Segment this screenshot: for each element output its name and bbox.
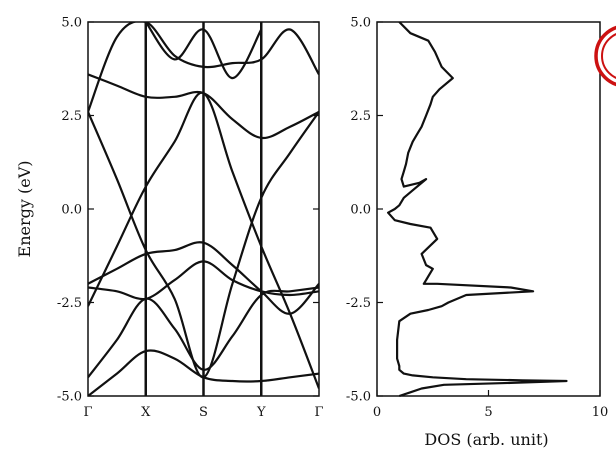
x-tick-label: 10 [592, 405, 609, 420]
y-tick-label: 5.0 [61, 16, 82, 31]
y-tick-label: -5.0 [57, 390, 82, 405]
circle-badge [594, 25, 616, 87]
dos-y-ticks: 5.0 2.5 0.0 -2.5 -5.0 [346, 16, 383, 405]
x-axis-label: DOS (arb. unit) [424, 430, 548, 449]
y-tick-label: 2.5 [61, 109, 82, 124]
band-line [88, 241, 319, 315]
y-tick-label: 5.0 [350, 16, 371, 31]
badge-outer-ring [594, 25, 616, 87]
k-point-label: Γ [314, 405, 323, 420]
y-tick-label: -2.5 [346, 296, 371, 311]
band-line [88, 111, 319, 379]
y-tick-label: 0.0 [61, 203, 82, 218]
band-line [88, 73, 319, 140]
dos-x-ticks: 0 5 10 [373, 390, 608, 420]
k-point-label: Γ [83, 405, 92, 420]
x-tick-label: 5 [484, 405, 492, 420]
band-line [88, 22, 319, 113]
y-axis-label: Energy (eV) [15, 161, 34, 258]
band-line [144, 22, 263, 80]
dos-line [387, 21, 568, 398]
y-tick-label: 0.0 [350, 203, 371, 218]
y-tick-label: -2.5 [57, 296, 82, 311]
y-tick-label: -5.0 [346, 390, 371, 405]
x-tick-label: 0 [373, 405, 381, 420]
k-point-label: S [199, 405, 208, 420]
band-curves [88, 22, 319, 396]
y-tick-label: 2.5 [350, 109, 371, 124]
high-symmetry-lines [144, 22, 263, 396]
dos-plot-frame [376, 21, 601, 397]
badge-inner-ring [601, 33, 616, 79]
band-y-ticks: 5.0 2.5 0.0 -2.5 -5.0 [57, 16, 319, 405]
band-structure-panel: 5.0 2.5 0.0 -2.5 -5.0 Γ X S Y Γ Energy (eV) [15, 16, 324, 421]
k-point-label: X [141, 405, 151, 420]
dos-curve [387, 21, 568, 398]
dos-panel: 5.0 2.5 0.0 -2.5 -5.0 0 5 10 DOS (arb. unit) [346, 16, 608, 450]
k-point-label: Y [256, 405, 266, 420]
